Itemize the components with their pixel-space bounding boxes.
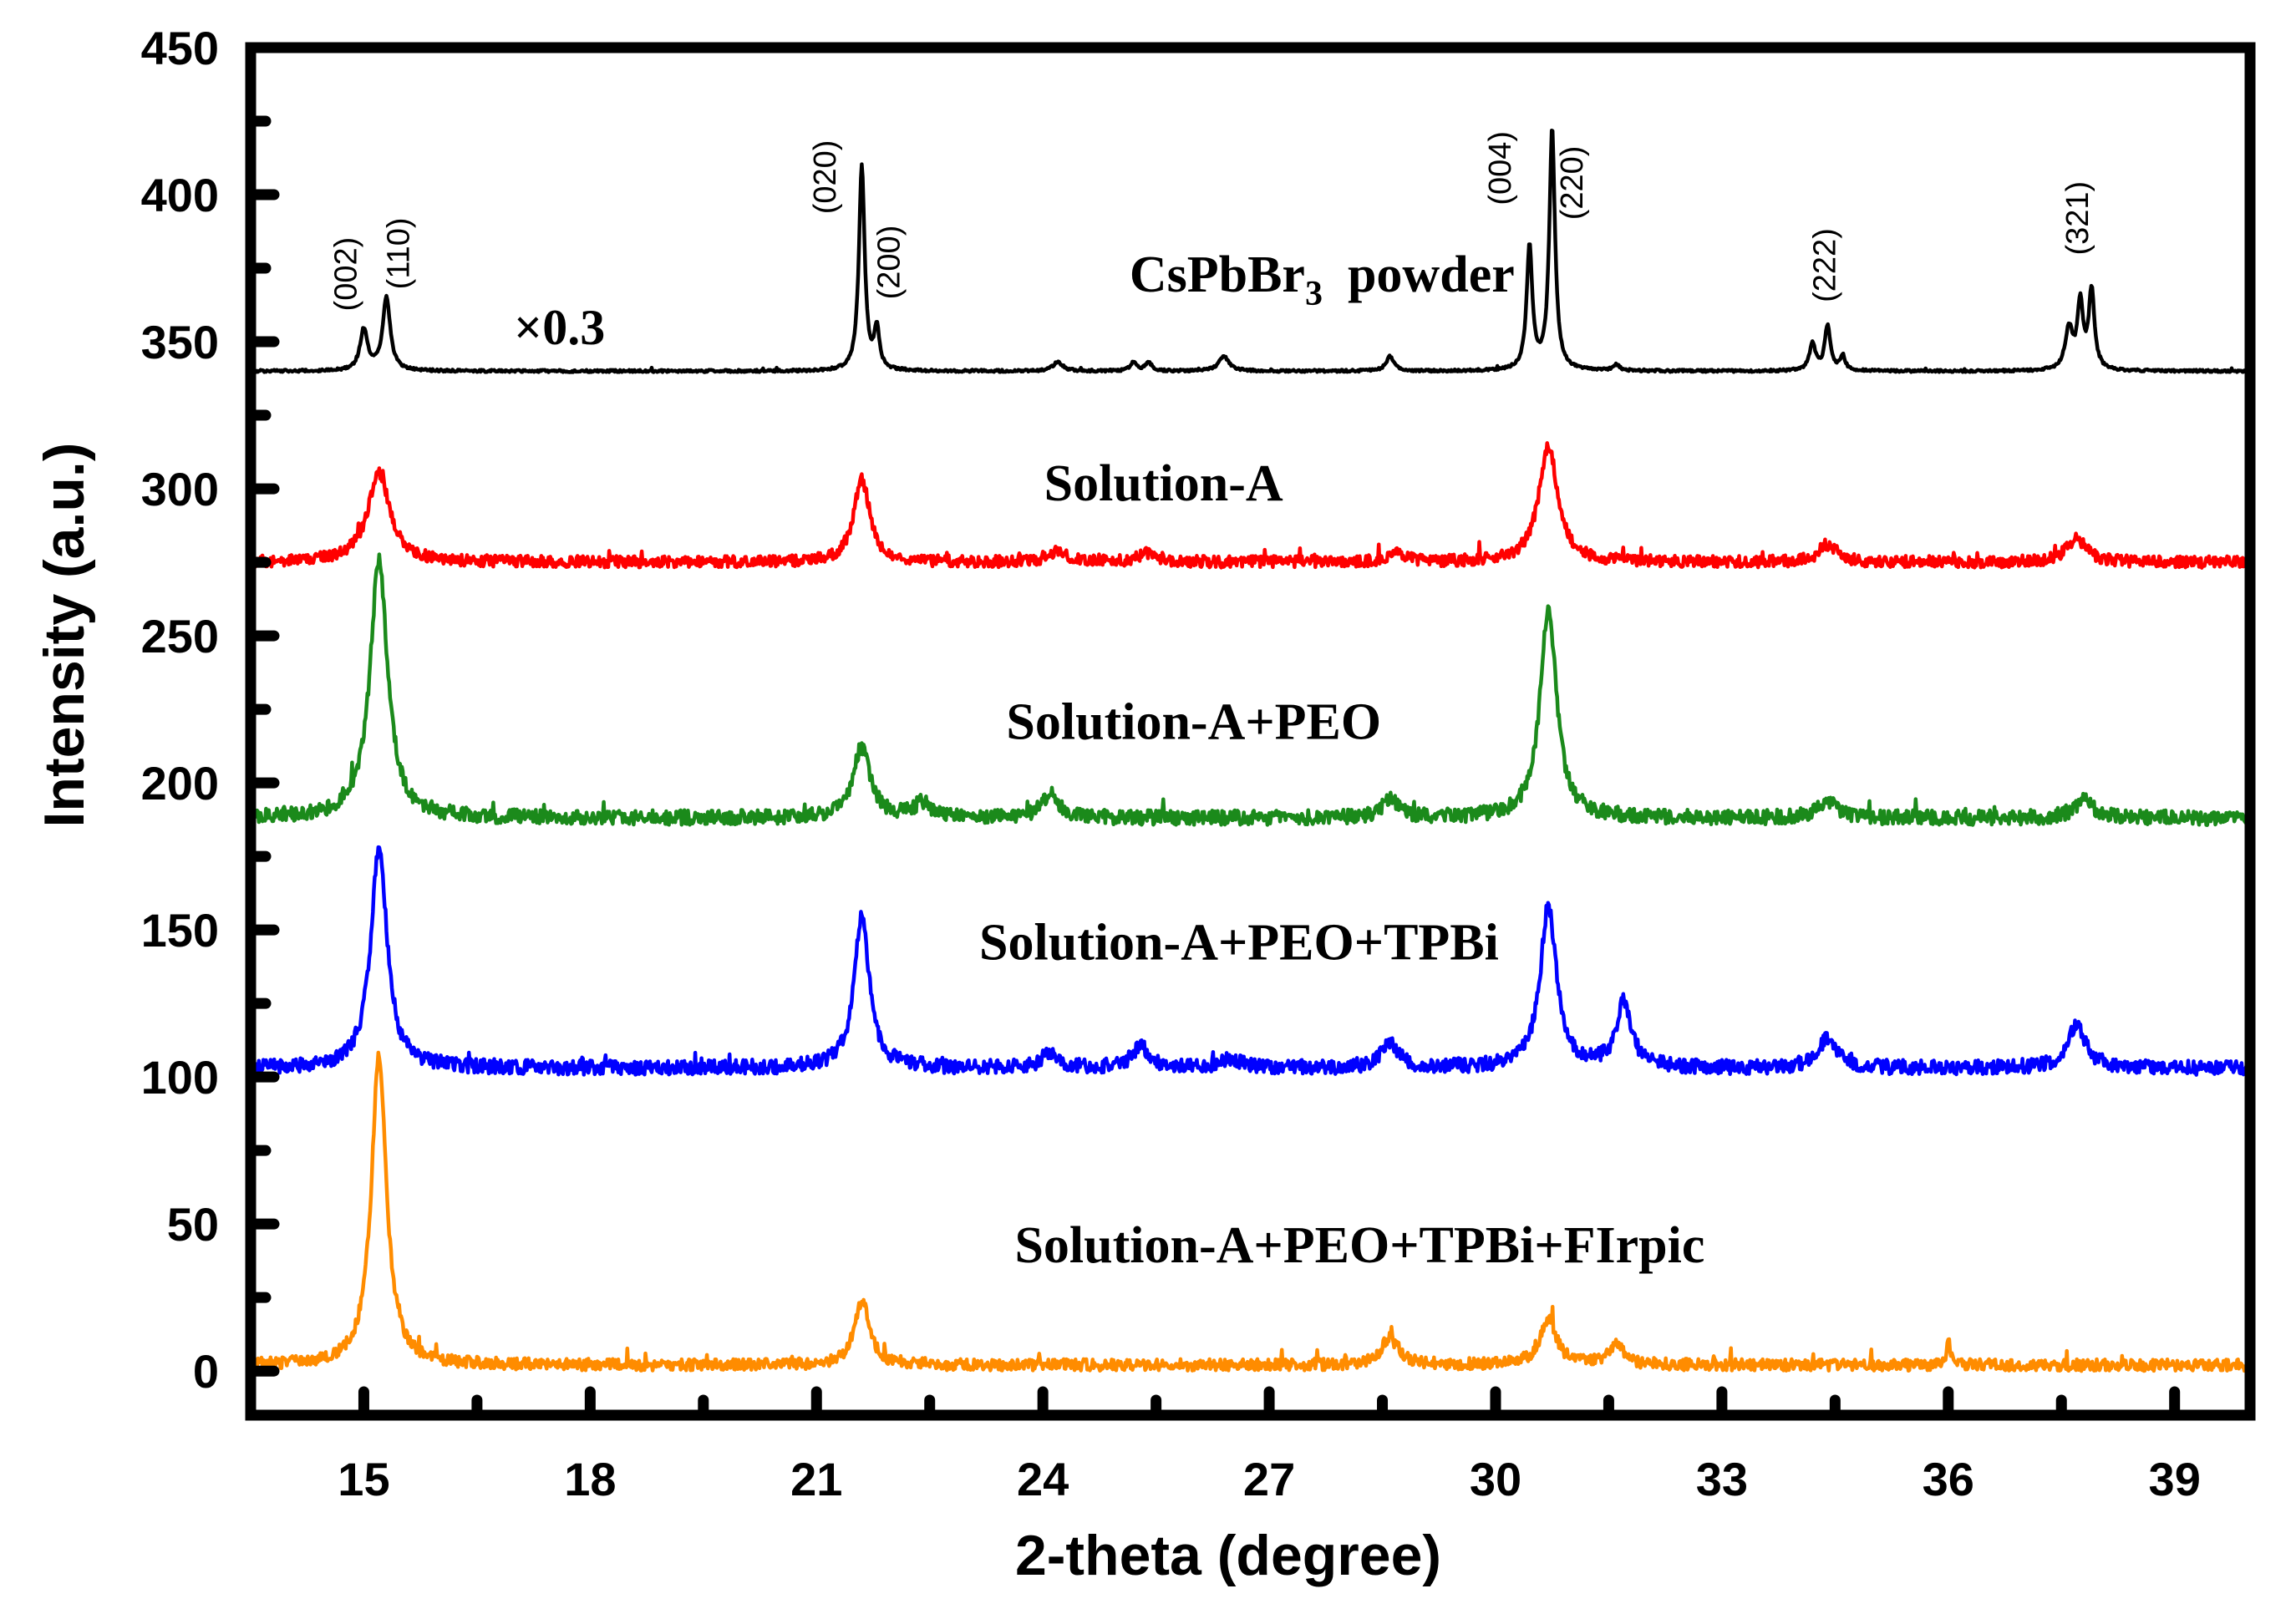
x-tick-label: 15 bbox=[338, 1453, 389, 1505]
x-tick-label: 36 bbox=[1923, 1453, 1974, 1505]
peak-labels: (002) (110) (020) (200) (004) (220) (222) (321) bbox=[328, 131, 2095, 312]
series-label-4: Solution-A+PEO+TPBi bbox=[979, 914, 1499, 971]
series-label-3: Solution-A+PEO bbox=[1006, 693, 1381, 750]
y-axis-title: Intensity (a.u.) bbox=[33, 443, 96, 828]
x-tick-labels: 15 18 21 24 27 30 33 36 39 bbox=[338, 1453, 2201, 1505]
y-tick-label: 400 bbox=[141, 169, 219, 221]
series-label-5: Solution-A+PEO+TPBi+FIrpic bbox=[1014, 1217, 1704, 1274]
y-tick-label: 50 bbox=[167, 1198, 219, 1251]
y-tick-label: 0 bbox=[193, 1345, 219, 1398]
series-labels: CsPbBr3 powder Solution-A Solution-A+PEO Sol… bbox=[979, 246, 1704, 1274]
y-tick-label: 300 bbox=[141, 463, 219, 515]
peak-label: (004) bbox=[1483, 131, 1518, 206]
series-line-3 bbox=[249, 552, 2252, 827]
series-line-1 bbox=[248, 128, 2252, 374]
y-tick-label: 250 bbox=[141, 610, 219, 662]
peak-label: (020) bbox=[808, 140, 843, 215]
peak-label: (220) bbox=[1555, 146, 1590, 221]
y-tick-label: 100 bbox=[141, 1051, 219, 1104]
peak-label: (002) bbox=[328, 237, 363, 312]
x-tick-label: 30 bbox=[1470, 1453, 1521, 1505]
x-tick-marks bbox=[358, 1386, 2181, 1421]
series-line-4 bbox=[248, 845, 2251, 1077]
peak-label: (222) bbox=[1807, 228, 1842, 302]
x-tick-label: 33 bbox=[1696, 1453, 1748, 1505]
plot-frame bbox=[245, 42, 2256, 1421]
x-tick-label: 21 bbox=[790, 1453, 842, 1505]
y-tick-label: 200 bbox=[141, 757, 219, 810]
y-tick-label: 150 bbox=[141, 904, 219, 957]
peak-label: (110) bbox=[382, 217, 417, 289]
x-tick-label: 24 bbox=[1017, 1453, 1069, 1505]
x-tick-label: 39 bbox=[2149, 1453, 2201, 1505]
x-axis-title: 2-theta (degree) bbox=[1015, 1524, 1441, 1587]
series-line-5 bbox=[248, 1050, 2252, 1373]
y-tick-label: 350 bbox=[141, 316, 219, 368]
peak-label: (200) bbox=[872, 226, 907, 300]
series-group bbox=[248, 128, 2252, 1373]
peak-label: (321) bbox=[2060, 181, 2095, 256]
series-line-2 bbox=[248, 441, 2252, 570]
y-tick-marks bbox=[245, 42, 280, 1377]
y-tick-label: 450 bbox=[141, 22, 219, 74]
x-tick-label: 18 bbox=[564, 1453, 616, 1505]
series-label-2: Solution-A bbox=[1044, 455, 1283, 512]
scale-note: ×0.3 bbox=[514, 300, 605, 355]
series-label-1: CsPbBr3 powder bbox=[1130, 246, 1515, 313]
x-tick-label: 27 bbox=[1243, 1453, 1295, 1505]
y-tick-labels: 0 50 100 150 200 250 300 350 400 450 bbox=[141, 22, 219, 1398]
